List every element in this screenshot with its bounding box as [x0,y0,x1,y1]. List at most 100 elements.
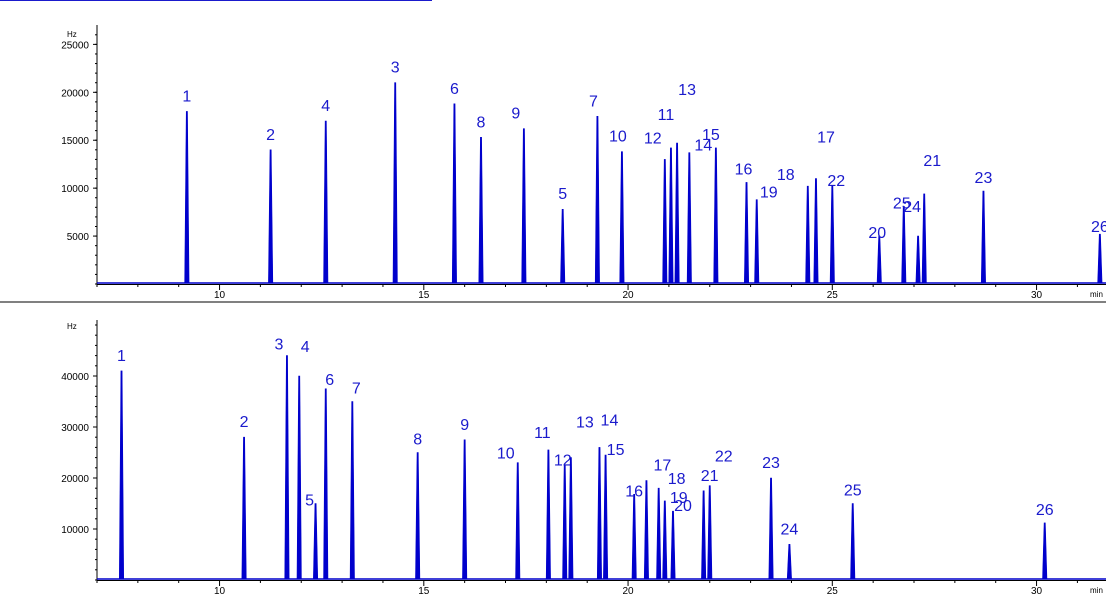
bottom-peak-label-25: 25 [844,483,862,500]
top-peak-12 [662,159,668,284]
bottom-peak-26 [1042,522,1048,580]
bottom-peak-label-21: 21 [701,468,719,485]
bottom-peak-label-8: 8 [413,432,422,449]
top-peak-7 [594,115,600,284]
bottom-peak-5 [313,503,319,580]
bottom-peak-2 [241,436,247,580]
top-peak-label-3: 3 [391,60,400,77]
bottom-peak-24 [786,543,792,580]
top-peak-9 [521,128,527,284]
top-peak-label-2: 2 [266,127,275,144]
top-peak-label-21: 21 [923,153,941,170]
bottom-peak-16 [631,494,637,580]
top-peak-19 [754,199,760,284]
top-peak-4 [323,120,329,284]
top-peak-label-8: 8 [477,114,486,131]
top-peak-14 [686,152,692,284]
top-peak-label-9: 9 [511,106,520,123]
bottom-peak-19 [662,500,668,580]
top-peak-1 [184,111,190,284]
bottom-peak-6 [323,388,329,580]
top-peak-label-15: 15 [702,127,720,144]
bottom-peak-label-23: 23 [762,455,780,472]
bottom-peak-9 [462,439,468,580]
bottom-peak-label-1: 1 [117,348,126,365]
bottom-peak-20 [670,510,676,580]
bottom-peak-23 [768,477,774,580]
top-x-tick-label: 10 [214,290,226,301]
top-peak-17 [813,178,819,284]
bottom-peak-label-19: 19 [670,490,688,507]
bottom-peak-22 [707,485,713,580]
top-peak-label-7: 7 [589,93,598,110]
bottom-peak-1 [119,370,125,580]
bottom-peak-4 [296,375,302,580]
top-peak-6 [451,103,457,284]
bottom-peak-label-17: 17 [654,458,672,475]
bottom-peak-21 [701,490,707,580]
top-peak-label-6: 6 [450,81,459,98]
top-peak-label-16: 16 [735,161,753,178]
bottom-peak-18 [656,487,662,580]
top-peak-label-18: 18 [777,167,795,184]
bottom-peak-label-22: 22 [715,449,733,466]
bottom-peak-label-14: 14 [601,412,619,429]
top-x-tick-label: 15 [418,290,430,301]
top-y-tick-label: 25000 [61,40,89,51]
top-peak-label-1: 1 [182,88,191,105]
bottom-peak-label-13: 13 [576,415,594,432]
top-peak-label-5: 5 [558,186,567,203]
top-peak-label-12: 12 [644,130,662,147]
top-peak-label-11: 11 [658,107,675,124]
top-y-unit-label: Hz [67,30,77,39]
top-peak-25 [901,206,907,284]
top-peak-22 [829,185,835,284]
top-peak-label-26: 26 [1091,219,1106,236]
top-peak-label-22: 22 [827,173,845,190]
top-peak-13 [674,142,680,284]
bottom-peak-label-11: 11 [534,425,551,442]
top-peak-8 [478,137,484,284]
bottom-peak-17 [643,480,649,580]
bottom-peak-label-2: 2 [240,414,249,431]
top-peak-26 [1097,233,1103,284]
bottom-peak-label-18: 18 [668,471,686,488]
top-peak-24 [915,235,921,284]
top-peak-2 [268,149,274,284]
bottom-peak-label-5: 5 [305,493,314,510]
bottom-peak-12 [562,464,568,580]
bottom-peak-8 [415,452,421,580]
bottom-peak-label-3: 3 [275,337,284,354]
top-peak-20 [876,235,882,284]
top-y-tick-label: 5000 [67,232,90,243]
bottom-peak-label-20: 20 [674,498,692,515]
top-peak-10 [619,151,625,284]
bottom-peak-label-16: 16 [625,483,643,500]
bottom-peak-11 [545,449,551,580]
top-peak-label-10: 10 [609,129,627,146]
top-peak-23 [980,190,986,284]
bottom-peak-25 [850,503,856,580]
bottom-y-unit-label: Hz [67,322,77,331]
bottom-peak-13 [568,457,574,580]
top-peak-label-24: 24 [903,199,921,216]
top-peak-label-13: 13 [678,82,696,99]
top-peak-21 [921,193,927,284]
top-x-tick-label: 30 [1031,290,1043,301]
top-x-unit-label: min [1090,290,1103,299]
bottom-x-unit-label: min [1090,586,1103,595]
bottom-peak-label-12: 12 [554,452,572,469]
top-peak-15 [713,147,719,284]
bottom-peak-label-24: 24 [781,521,799,538]
top-peak-label-19: 19 [760,185,778,202]
top-peak-label-17: 17 [817,130,835,147]
top-peak-label-25: 25 [893,195,911,212]
bottom-peak-label-26: 26 [1036,502,1054,519]
top-peak-label-14: 14 [694,138,712,155]
bottom-peak-label-15: 15 [607,442,625,459]
bottom-peak-3 [284,355,290,580]
bottom-x-tick-label: 15 [418,586,430,597]
